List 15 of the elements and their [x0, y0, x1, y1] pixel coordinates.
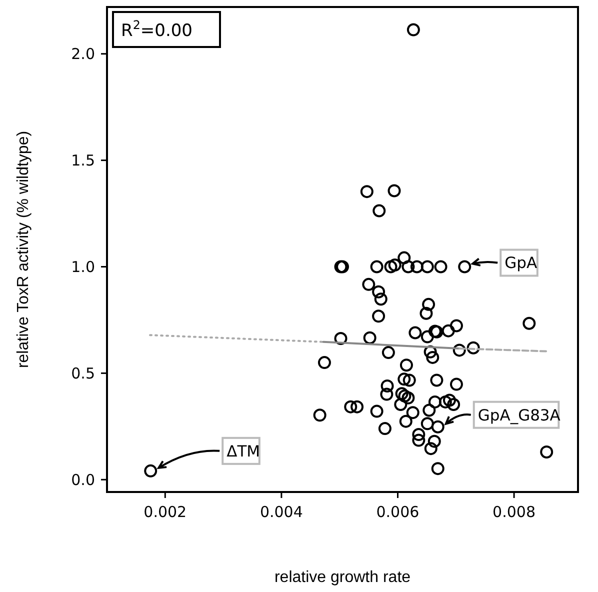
y-axis-title: relative ToxR activity (% wildtype) [15, 130, 32, 368]
annotation: R$^{2}$=0.00 [121, 18, 192, 41]
annotation: ΔTM [226, 442, 260, 460]
annotation: GpA [504, 254, 538, 272]
y-tick-label: 1.0 [71, 258, 95, 276]
x-tick-label: 0.008 [492, 503, 536, 521]
x-tick-label: 0.002 [144, 503, 187, 521]
y-tick-label: 1.5 [71, 152, 95, 170]
x-tick-label: 0.006 [376, 503, 420, 521]
y-tick-label: 2.0 [71, 45, 95, 64]
y-tick-label: 0.5 [71, 364, 95, 382]
annotation: GpA_G83A [478, 406, 561, 424]
y-tick-label: 0.0 [71, 470, 95, 489]
x-axis-title: relative growth rate [274, 569, 411, 586]
x-tick-label: 0.004 [260, 503, 303, 521]
